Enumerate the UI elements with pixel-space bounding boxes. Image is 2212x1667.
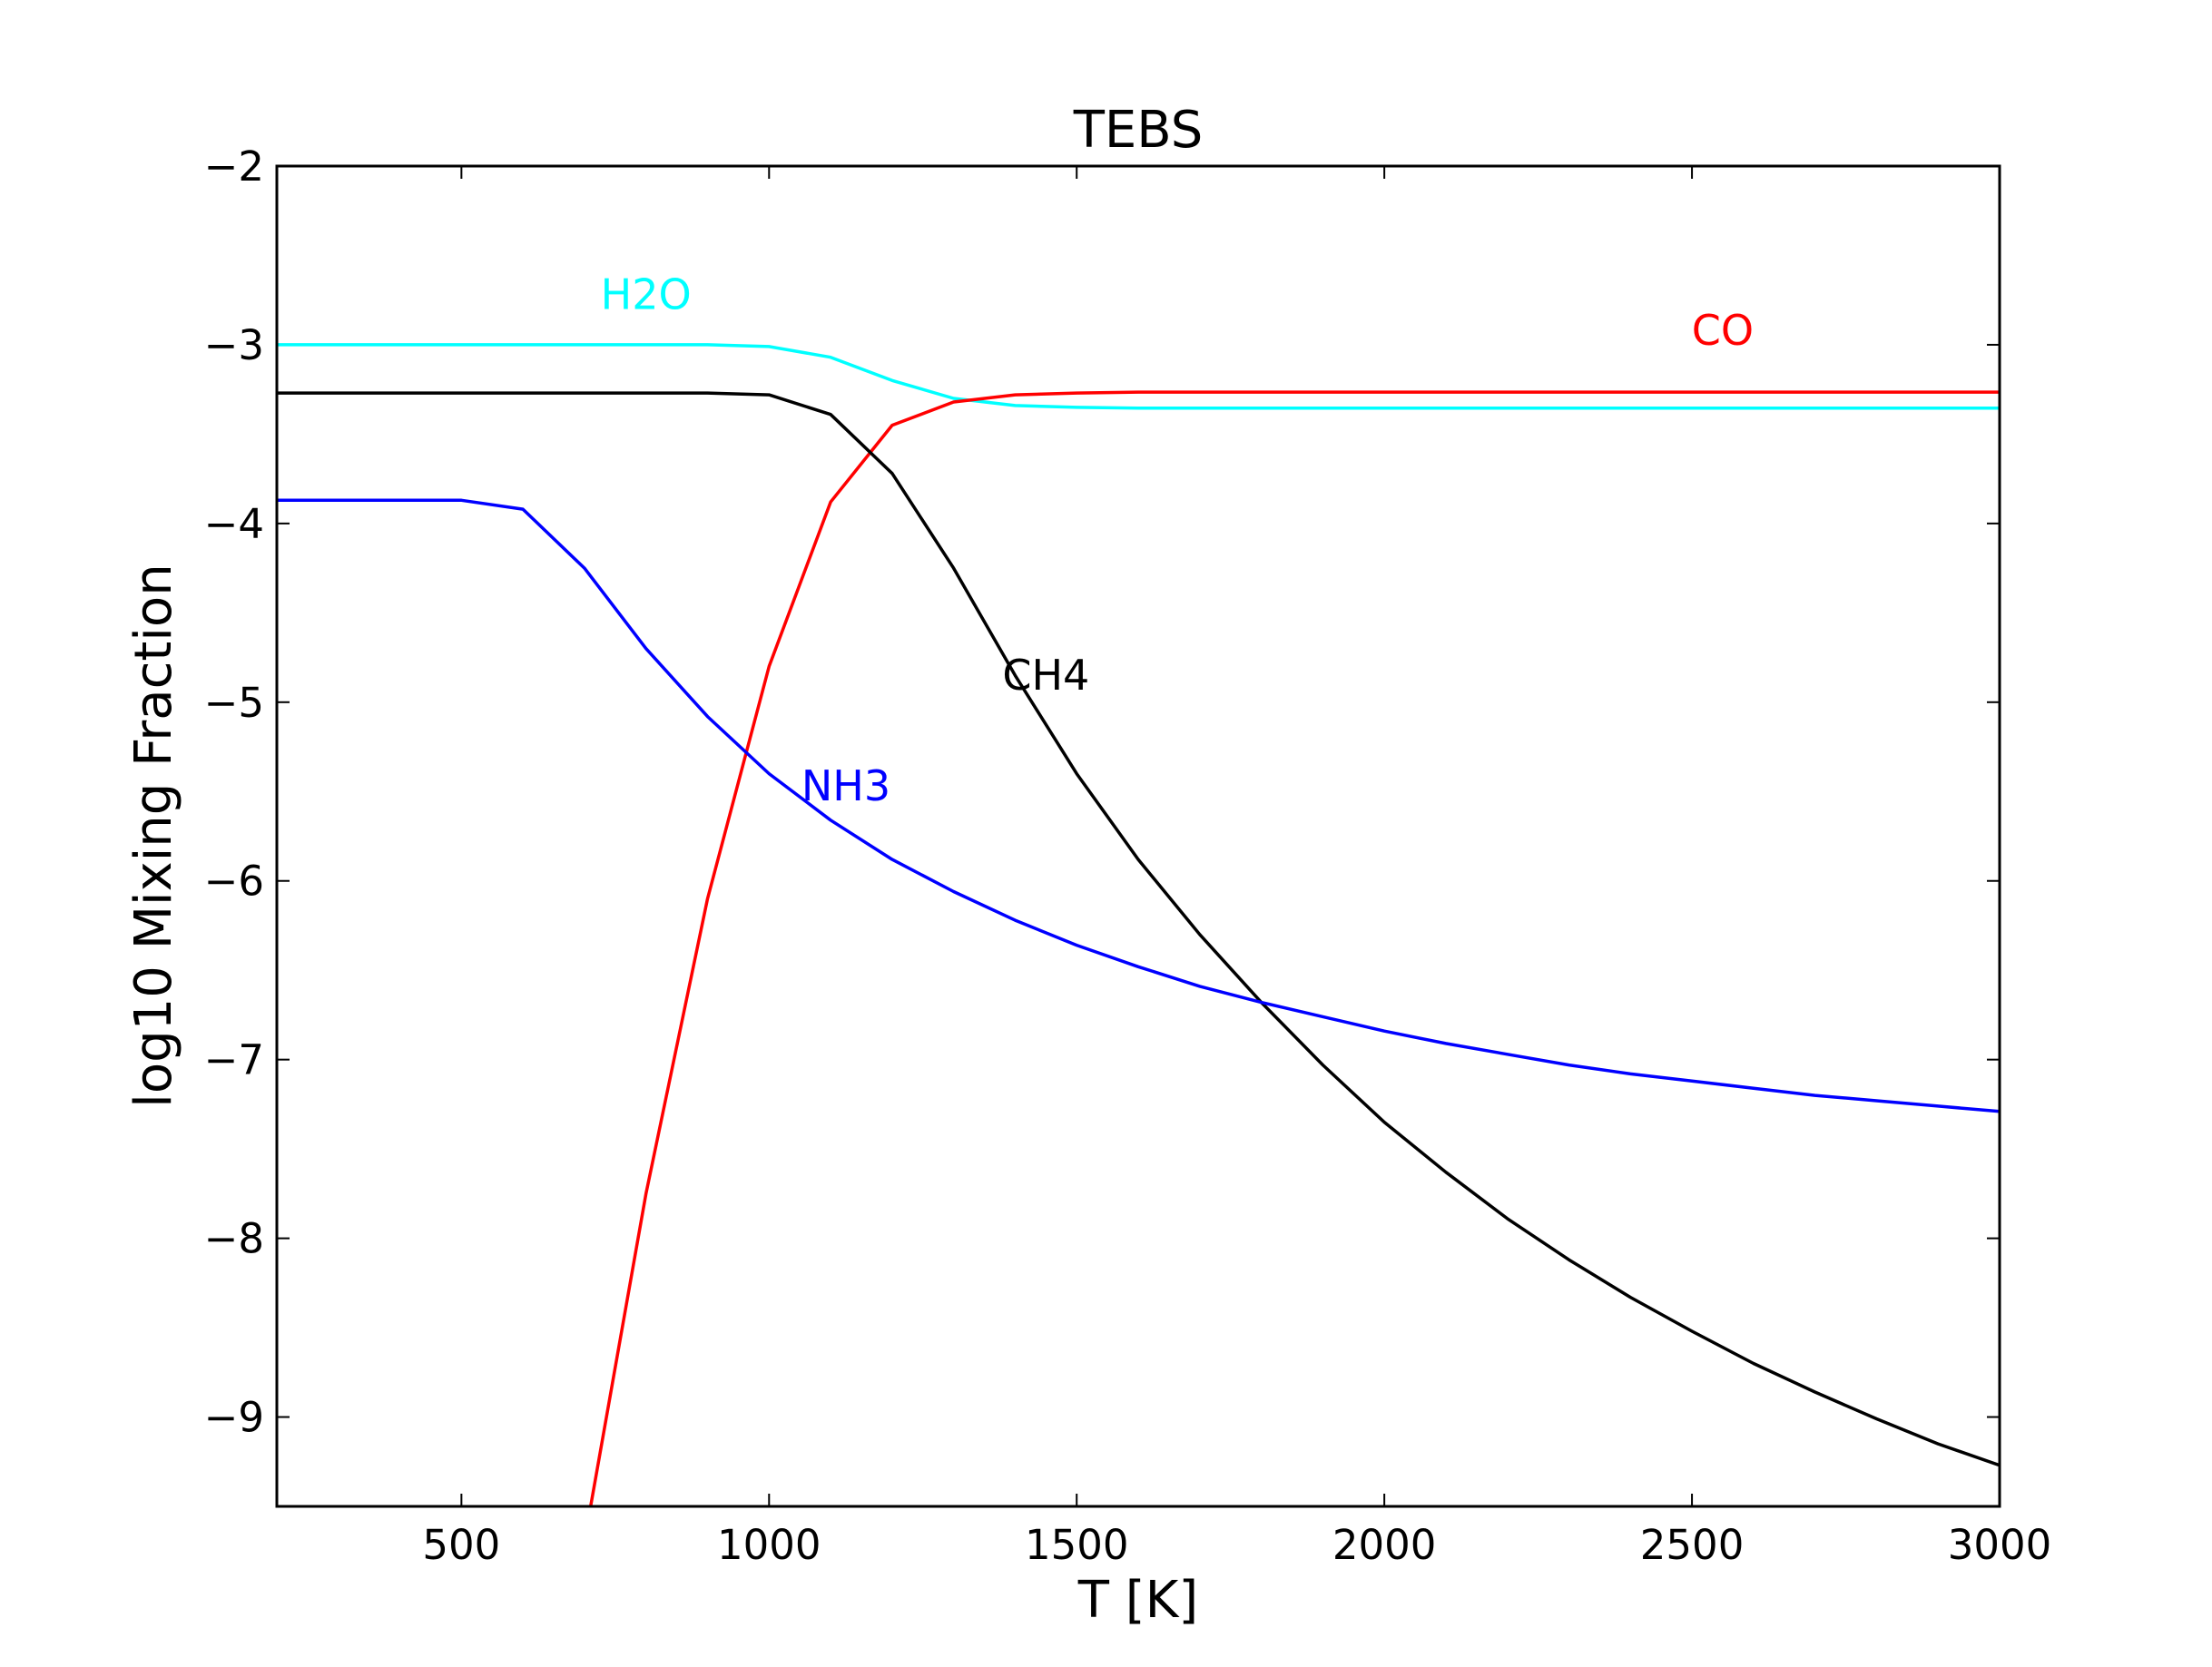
series-line-ch4 [277,391,2000,1467]
y-tick-label: −7 [204,1036,264,1084]
series-label-ch4: CH4 [1002,651,1089,700]
series-label-h2o: H2O [601,270,692,319]
x-tick-label: 2000 [1332,1521,1437,1569]
series-labels: H2O CO CH4 NH3 [601,270,1754,811]
x-tick-label: 2500 [1640,1521,1745,1569]
y-tick-label: −3 [204,321,264,369]
plot-area-frame [275,164,2001,1508]
y-tick-label: −8 [204,1215,264,1263]
x-axis-ticks: 500 1000 1500 2000 2500 3000 [422,166,2051,1569]
x-tick-label: 3000 [1948,1521,2052,1569]
series-label-co: CO [1692,306,1754,355]
x-tick-label: 1500 [1025,1521,1129,1569]
series-line-nh3 [277,498,2000,1113]
y-tick-label: −4 [204,500,264,548]
x-tick-label: 500 [422,1521,500,1569]
y-axis-label: log10 Mixing Fraction [124,564,183,1107]
series-line-h2o [277,343,2000,410]
chart-title: TEBS [1073,101,1204,160]
y-tick-label: −5 [204,679,264,727]
series-label-nh3: NH3 [801,761,890,810]
series-lines [277,343,2000,1506]
x-axis-label: T [K] [1077,1571,1198,1630]
series-line-co [588,390,2000,1506]
y-tick-label: −9 [204,1394,264,1442]
y-axis-ticks: −2 −3 −4 −5 −6 −7 −8 −9 [204,142,2000,1442]
x-tick-label: 1000 [717,1521,821,1569]
y-tick-label: −6 [204,858,264,906]
y-tick-label: −2 [204,142,264,191]
